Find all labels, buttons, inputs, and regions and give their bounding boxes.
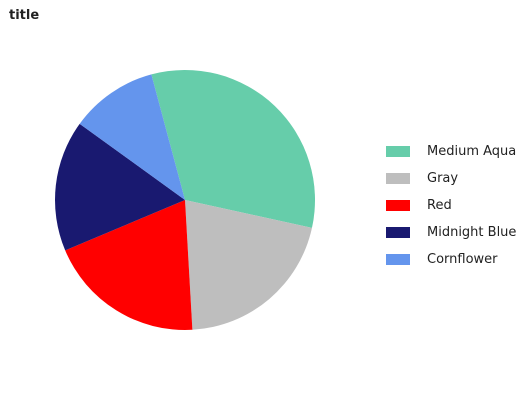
pie-slice-midnight-blue <box>54 123 185 251</box>
legend-swatch <box>386 145 410 157</box>
pie-slices <box>54 70 315 330</box>
pie-slice-medium-aqua <box>151 70 315 228</box>
chart-title: title <box>9 8 40 23</box>
pie-slice-gray <box>185 200 312 330</box>
legend-swatch <box>386 226 410 238</box>
pie-slice-cornflower <box>79 74 185 200</box>
legend-item-midnight-blue: Midnight Blue <box>386 224 516 240</box>
legend-item-cornflower: Cornflower <box>386 251 516 267</box>
legend-item-medium-aqua: Medium Aqua <box>386 143 516 159</box>
legend-swatch <box>386 199 410 211</box>
legend-item-red: Red <box>386 197 516 213</box>
legend-label: Medium Aqua <box>427 143 517 159</box>
legend: Medium Aqua Gray Red Midnight Blue Cornf… <box>386 143 516 278</box>
legend-swatch <box>386 172 410 184</box>
legend-label: Midnight Blue <box>427 224 517 240</box>
legend-item-gray: Gray <box>386 170 516 186</box>
legend-label: Gray <box>427 170 459 186</box>
legend-label: Cornflower <box>427 251 498 267</box>
legend-swatch <box>386 253 410 265</box>
pie-slice-red <box>65 200 193 330</box>
legend-label: Red <box>427 197 452 213</box>
